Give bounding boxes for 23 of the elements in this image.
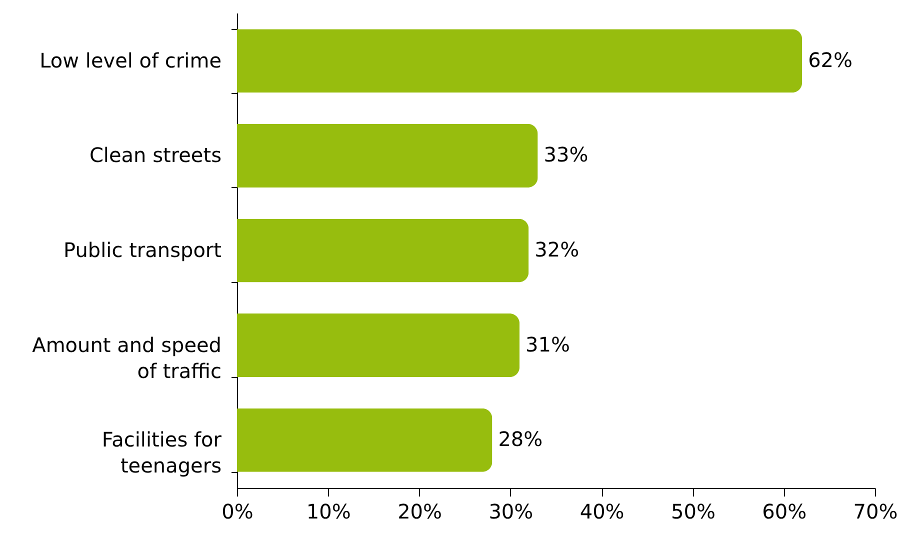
x-tick-label: 10%: [306, 500, 351, 524]
y-tick-label: Facilities for teenagers: [102, 428, 222, 478]
y-tick-label: Amount and speed of traffic: [32, 332, 222, 383]
y-tick-label: Low level of crime: [40, 48, 222, 72]
data-label: 33%: [544, 142, 588, 167]
data-label: 28%: [498, 427, 543, 452]
x-tick-label: 40%: [580, 500, 624, 524]
data-label: 32%: [534, 238, 580, 262]
x-tick-label: 70%: [853, 500, 898, 524]
x-tick-label: 0%: [222, 500, 254, 524]
data-label: 62%: [808, 48, 853, 72]
x-tick-label: 50%: [670, 500, 716, 524]
bar: [237, 124, 538, 188]
data-label: 31%: [526, 332, 570, 356]
bar: [237, 29, 802, 93]
x-tick-label: 20%: [398, 500, 442, 524]
y-tick-label: Public transport: [64, 238, 222, 262]
bar: [237, 218, 529, 282]
y-tick-label: Clean streets: [89, 143, 222, 168]
x-tick-label: 60%: [762, 500, 807, 524]
x-tick-label: 30%: [488, 500, 534, 524]
bar: [237, 314, 520, 378]
bar: [237, 408, 492, 472]
